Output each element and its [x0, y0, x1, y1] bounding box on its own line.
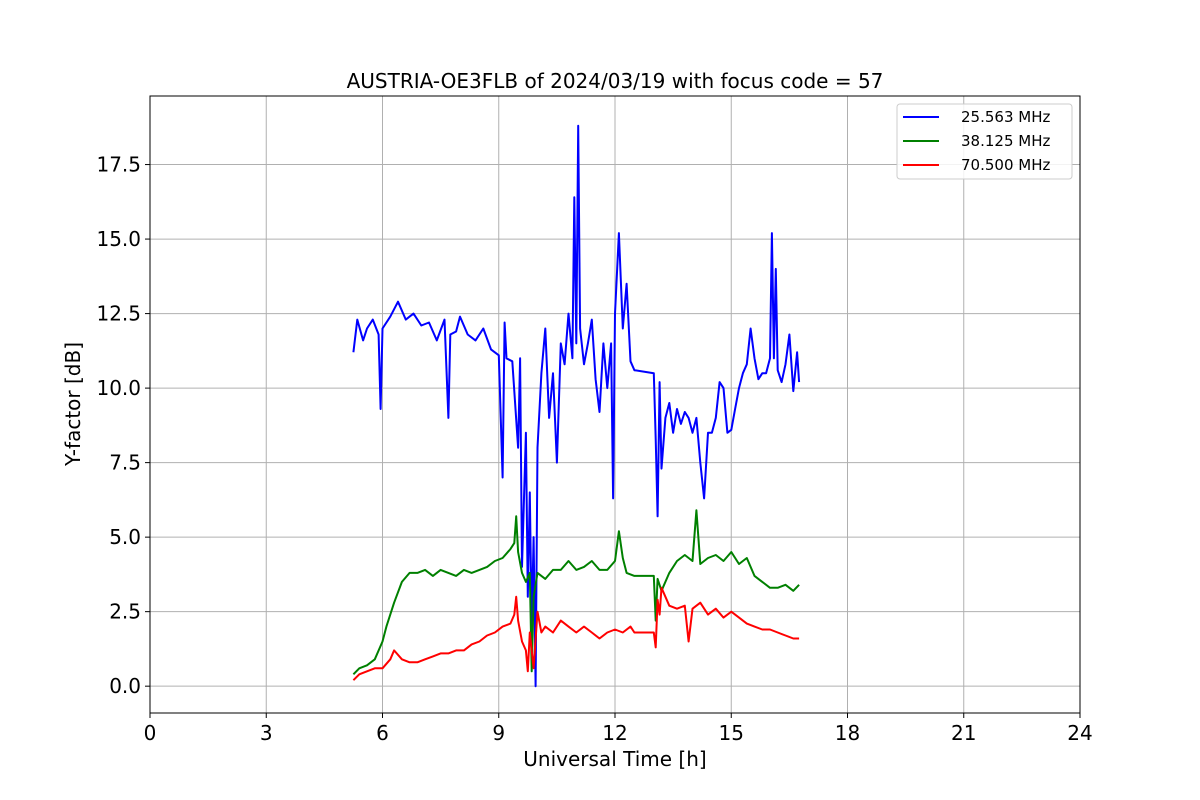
series-line-2: [352, 509, 800, 676]
x-tick-label: 6: [376, 721, 389, 745]
x-tick-label: 18: [835, 721, 860, 745]
x-tick-label: 9: [492, 721, 505, 745]
x-tick-label: 15: [719, 721, 744, 745]
legend-label: 70.500 MHz: [961, 156, 1050, 174]
legend-box: [896, 103, 1073, 180]
y-tick-label: 5.0: [109, 525, 141, 549]
x-axis-label: Universal Time [h]: [523, 747, 706, 771]
series-layer: [352, 124, 801, 688]
y-axis-ticks: 0.0 2.5 5.0 7.5 10.0 12.5 15.0 17.5: [96, 153, 150, 698]
y-tick-label: 0.0: [109, 674, 141, 698]
legend-label: 38.125 MHz: [961, 132, 1050, 150]
y-tick-label: 7.5: [109, 451, 141, 475]
x-tick-label: 12: [602, 721, 627, 745]
x-tick-label: 21: [951, 721, 976, 745]
x-tick-label: 0: [144, 721, 157, 745]
legend: 25.563 MHz 38.125 MHz 70.500 MHz: [896, 103, 1073, 180]
y-tick-label: 2.5: [109, 600, 141, 624]
y-axis-label: Y-factor [dB]: [61, 342, 85, 467]
x-tick-label: 24: [1067, 721, 1092, 745]
y-tick-label: 17.5: [96, 153, 141, 177]
y-tick-label: 15.0: [96, 227, 141, 251]
legend-label: 25.563 MHz: [961, 108, 1050, 126]
y-tick-label: 12.5: [96, 302, 141, 326]
x-axis-ticks: 0 3 6 9 12 15 18 21 24: [144, 713, 1093, 745]
series-line-3: [352, 586, 800, 681]
series-line-1: [352, 124, 801, 688]
x-tick-label: 3: [260, 721, 273, 745]
chart-title: AUSTRIA-OE3FLB of 2024/03/19 with focus …: [347, 69, 884, 93]
y-tick-label: 10.0: [96, 376, 141, 400]
